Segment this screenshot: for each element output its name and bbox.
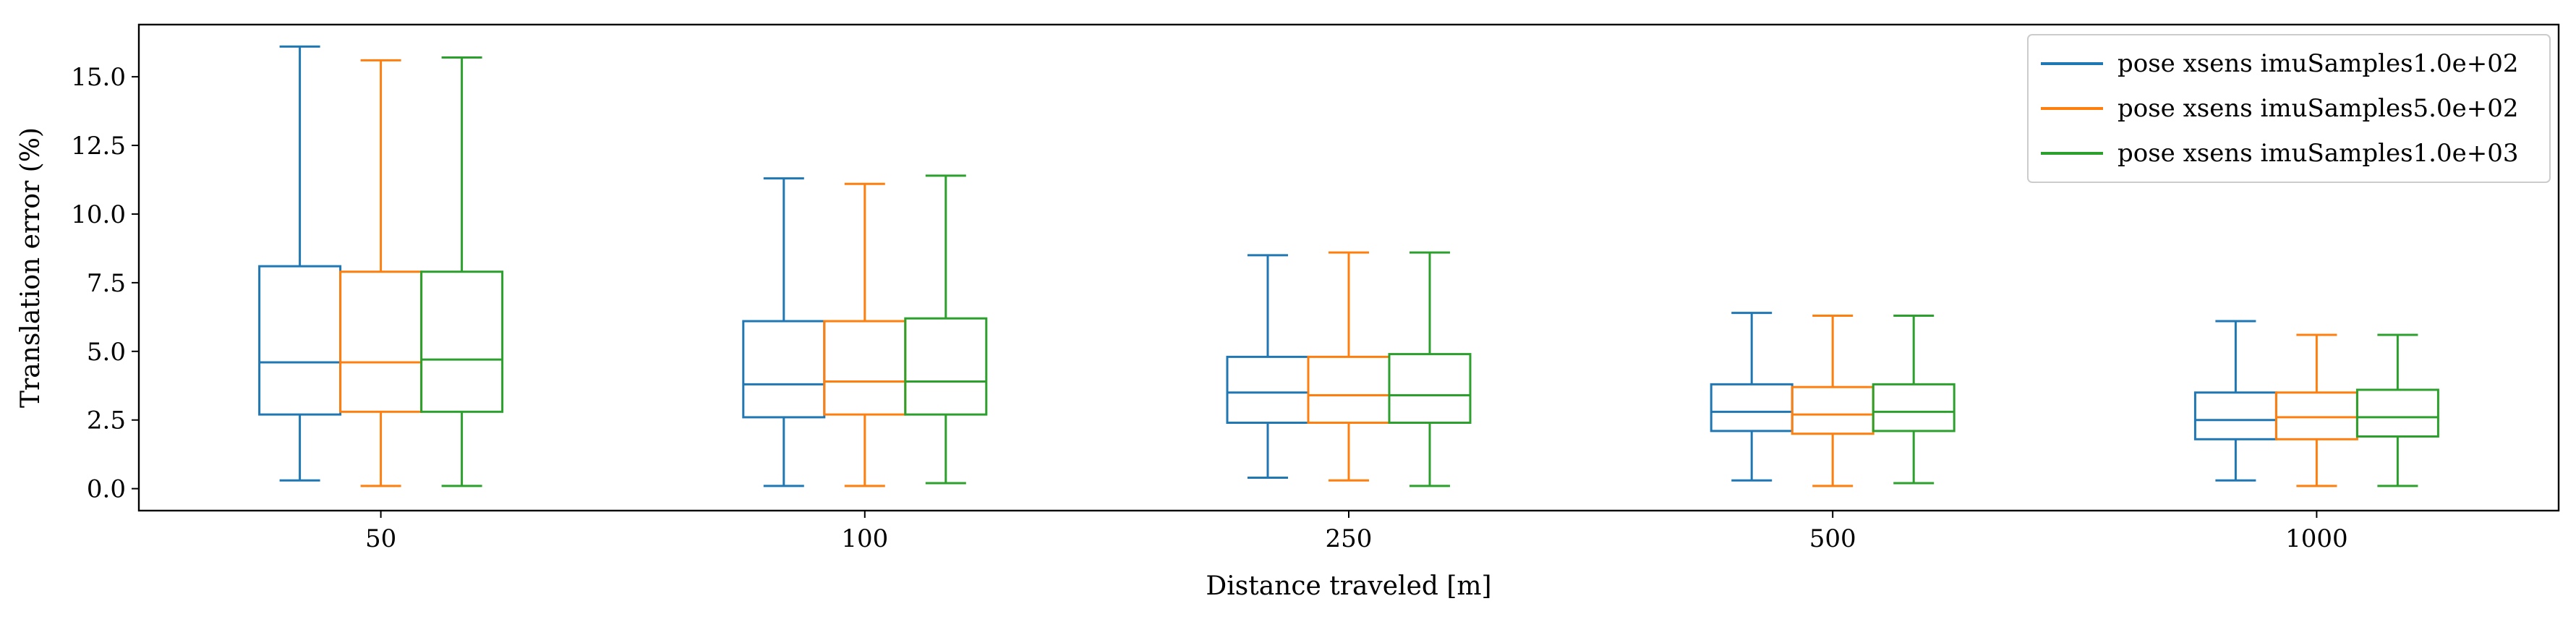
x-tick-label: 1000: [2285, 524, 2348, 553]
y-tick-label: 15.0: [71, 63, 126, 92]
iqr-box: [904, 317, 988, 416]
iqr-box: [420, 270, 504, 413]
box-3-250: [1388, 251, 1472, 487]
x-tick-label: 100: [841, 524, 888, 553]
box-1-500: [1710, 312, 1794, 482]
box-3-500: [1872, 314, 1956, 485]
y-axis: 0.0 2.5 5.0 7.5 10.0 12.5 15.0: [71, 63, 139, 504]
y-tick-label: 12.5: [71, 132, 126, 161]
legend-label: pose xsens imuSamples5.0e+02: [2117, 94, 2518, 123]
iqr-box: [1388, 353, 1472, 425]
x-tick-label: 500: [1809, 524, 1856, 553]
box-3-1000: [2355, 333, 2439, 487]
y-tick-label: 7.5: [87, 269, 126, 298]
box-3-100: [904, 174, 988, 485]
legend: pose xsens imuSamples1.0e+02 pose xsens i…: [2027, 34, 2551, 183]
y-tick-label: 5.0: [87, 338, 126, 367]
iqr-box: [1872, 383, 1956, 433]
plot-marks: [258, 45, 2439, 487]
box-3-50: [420, 56, 504, 487]
box-1-50: [258, 45, 342, 482]
legend-frame: [2027, 34, 2551, 183]
x-axis: 50 100 250 500 1000: [365, 511, 2348, 553]
box-2-500: [1791, 314, 1875, 487]
y-axis-label: Translation error (%): [16, 127, 46, 408]
y-tick-label: 10.0: [71, 200, 126, 229]
x-axis-label: Distance traveled [m]: [1206, 571, 1491, 601]
legend-label: pose xsens imuSamples1.0e+03: [2117, 139, 2518, 168]
x-tick-label: 50: [365, 524, 396, 553]
iqr-box: [2355, 388, 2439, 438]
y-tick-label: 0.0: [87, 475, 126, 504]
legend-label: pose xsens imuSamples1.0e+02: [2117, 49, 2518, 78]
x-tick-label: 250: [1326, 524, 1373, 553]
y-tick-label: 2.5: [87, 406, 126, 435]
